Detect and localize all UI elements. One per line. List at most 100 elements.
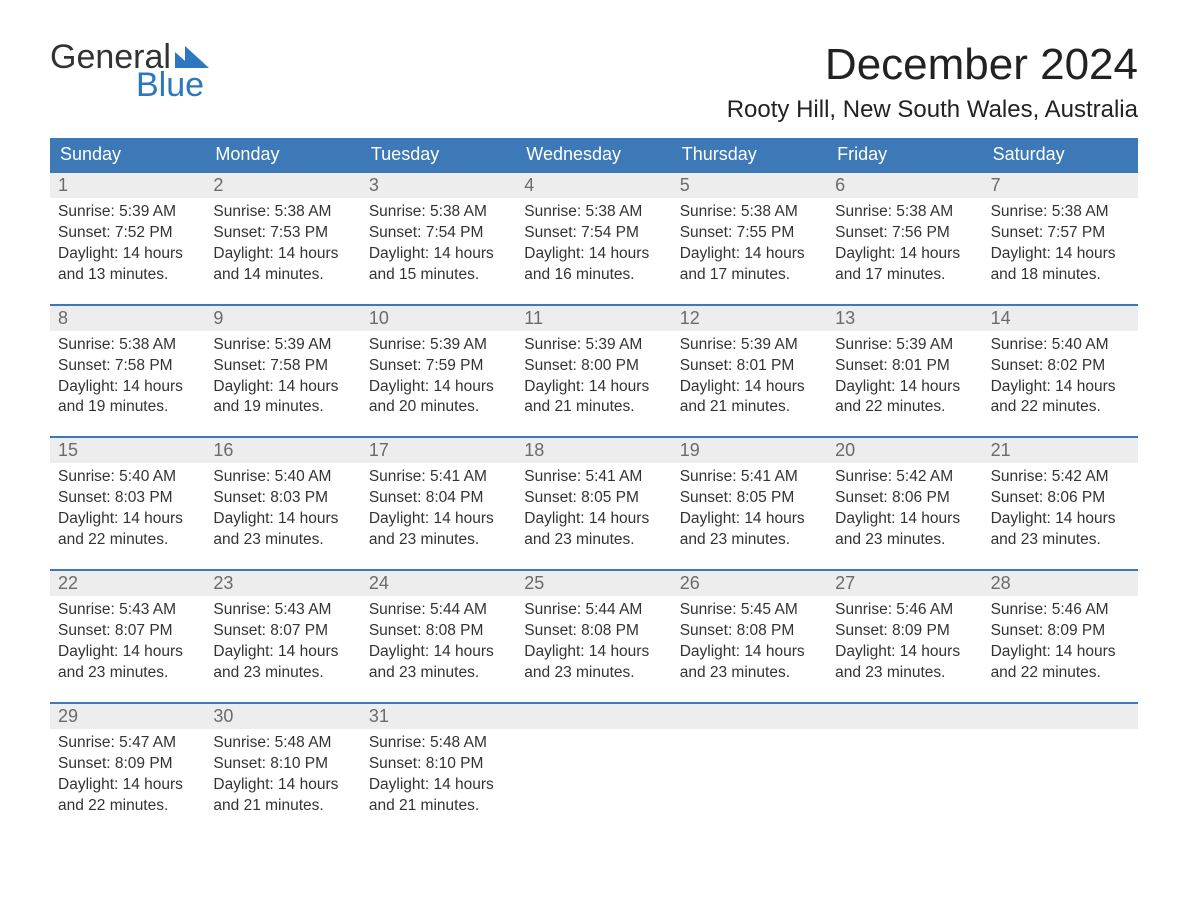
calendar-day: 26Sunrise: 5:45 AMSunset: 8:08 PMDayligh…: [672, 571, 827, 684]
calendar-day: 22Sunrise: 5:43 AMSunset: 8:07 PMDayligh…: [50, 571, 205, 684]
weekday-header: Thursday: [672, 138, 827, 171]
sunset-line: Sunset: 7:54 PM: [369, 223, 508, 244]
sunset-line: Sunset: 8:06 PM: [991, 488, 1130, 509]
daylight-line: Daylight: 14 hours and 14 minutes.: [213, 244, 352, 286]
day-number: 6: [827, 173, 982, 198]
calendar-day: 4Sunrise: 5:38 AMSunset: 7:54 PMDaylight…: [516, 173, 671, 286]
day-details: Sunrise: 5:38 AMSunset: 7:56 PMDaylight:…: [827, 198, 982, 286]
day-number: 21: [983, 438, 1138, 463]
daylight-line: Daylight: 14 hours and 21 minutes.: [369, 775, 508, 817]
calendar-day: .: [827, 704, 982, 817]
day-number: 14: [983, 306, 1138, 331]
brand-word-2: Blue: [50, 68, 209, 102]
daylight-line: Daylight: 14 hours and 16 minutes.: [524, 244, 663, 286]
day-details: Sunrise: 5:42 AMSunset: 8:06 PMDaylight:…: [983, 463, 1138, 551]
day-number: 1: [50, 173, 205, 198]
sunset-line: Sunset: 8:05 PM: [680, 488, 819, 509]
daylight-line: Daylight: 14 hours and 22 minutes.: [58, 775, 197, 817]
day-details: Sunrise: 5:39 AMSunset: 7:59 PMDaylight:…: [361, 331, 516, 419]
sunrise-line: Sunrise: 5:40 AM: [213, 467, 352, 488]
day-details: Sunrise: 5:48 AMSunset: 8:10 PMDaylight:…: [205, 729, 360, 817]
day-details: Sunrise: 5:39 AMSunset: 8:01 PMDaylight:…: [672, 331, 827, 419]
calendar-day: 18Sunrise: 5:41 AMSunset: 8:05 PMDayligh…: [516, 438, 671, 551]
day-details: Sunrise: 5:47 AMSunset: 8:09 PMDaylight:…: [50, 729, 205, 817]
calendar-day: 24Sunrise: 5:44 AMSunset: 8:08 PMDayligh…: [361, 571, 516, 684]
sunset-line: Sunset: 7:58 PM: [58, 356, 197, 377]
daylight-line: Daylight: 14 hours and 17 minutes.: [680, 244, 819, 286]
sunrise-line: Sunrise: 5:39 AM: [369, 335, 508, 356]
day-details: Sunrise: 5:46 AMSunset: 8:09 PMDaylight:…: [983, 596, 1138, 684]
calendar-day: 16Sunrise: 5:40 AMSunset: 8:03 PMDayligh…: [205, 438, 360, 551]
calendar-day: 5Sunrise: 5:38 AMSunset: 7:55 PMDaylight…: [672, 173, 827, 286]
sunrise-line: Sunrise: 5:48 AM: [213, 733, 352, 754]
calendar-day: .: [672, 704, 827, 817]
calendar-day: 9Sunrise: 5:39 AMSunset: 7:58 PMDaylight…: [205, 306, 360, 419]
sunrise-line: Sunrise: 5:39 AM: [680, 335, 819, 356]
day-details: Sunrise: 5:41 AMSunset: 8:05 PMDaylight:…: [516, 463, 671, 551]
day-number: 18: [516, 438, 671, 463]
daylight-line: Daylight: 14 hours and 21 minutes.: [213, 775, 352, 817]
daylight-line: Daylight: 14 hours and 13 minutes.: [58, 244, 197, 286]
sunset-line: Sunset: 7:57 PM: [991, 223, 1130, 244]
calendar-day: 19Sunrise: 5:41 AMSunset: 8:05 PMDayligh…: [672, 438, 827, 551]
sunrise-line: Sunrise: 5:44 AM: [369, 600, 508, 621]
day-details: Sunrise: 5:44 AMSunset: 8:08 PMDaylight:…: [361, 596, 516, 684]
day-number: 2: [205, 173, 360, 198]
calendar-day: 6Sunrise: 5:38 AMSunset: 7:56 PMDaylight…: [827, 173, 982, 286]
day-number: 27: [827, 571, 982, 596]
daylight-line: Daylight: 14 hours and 22 minutes.: [991, 642, 1130, 684]
day-number: 16: [205, 438, 360, 463]
daylight-line: Daylight: 14 hours and 15 minutes.: [369, 244, 508, 286]
calendar-day: 23Sunrise: 5:43 AMSunset: 8:07 PMDayligh…: [205, 571, 360, 684]
sunset-line: Sunset: 8:01 PM: [835, 356, 974, 377]
sunset-line: Sunset: 7:53 PM: [213, 223, 352, 244]
sunset-line: Sunset: 8:04 PM: [369, 488, 508, 509]
daylight-line: Daylight: 14 hours and 23 minutes.: [213, 509, 352, 551]
calendar-day: 14Sunrise: 5:40 AMSunset: 8:02 PMDayligh…: [983, 306, 1138, 419]
day-details: Sunrise: 5:46 AMSunset: 8:09 PMDaylight:…: [827, 596, 982, 684]
day-number: 28: [983, 571, 1138, 596]
sunrise-line: Sunrise: 5:38 AM: [680, 202, 819, 223]
day-number: 29: [50, 704, 205, 729]
sunrise-line: Sunrise: 5:41 AM: [680, 467, 819, 488]
day-details: Sunrise: 5:38 AMSunset: 7:57 PMDaylight:…: [983, 198, 1138, 286]
sunset-line: Sunset: 8:01 PM: [680, 356, 819, 377]
weekday-header-row: SundayMondayTuesdayWednesdayThursdayFrid…: [50, 138, 1138, 171]
day-number: 8: [50, 306, 205, 331]
day-number: 11: [516, 306, 671, 331]
calendar-week: 8Sunrise: 5:38 AMSunset: 7:58 PMDaylight…: [50, 304, 1138, 419]
calendar: SundayMondayTuesdayWednesdayThursdayFrid…: [50, 138, 1138, 816]
day-details: Sunrise: 5:39 AMSunset: 7:52 PMDaylight:…: [50, 198, 205, 286]
day-details: Sunrise: 5:48 AMSunset: 8:10 PMDaylight:…: [361, 729, 516, 817]
day-details: Sunrise: 5:38 AMSunset: 7:54 PMDaylight:…: [361, 198, 516, 286]
sunset-line: Sunset: 7:58 PM: [213, 356, 352, 377]
day-number: 15: [50, 438, 205, 463]
day-details: Sunrise: 5:45 AMSunset: 8:08 PMDaylight:…: [672, 596, 827, 684]
daylight-line: Daylight: 14 hours and 21 minutes.: [524, 377, 663, 419]
calendar-day: 30Sunrise: 5:48 AMSunset: 8:10 PMDayligh…: [205, 704, 360, 817]
day-number: 31: [361, 704, 516, 729]
sunrise-line: Sunrise: 5:38 AM: [835, 202, 974, 223]
brand-logo: General Blue: [50, 40, 209, 102]
sunset-line: Sunset: 8:09 PM: [58, 754, 197, 775]
sunset-line: Sunset: 7:52 PM: [58, 223, 197, 244]
day-number: 5: [672, 173, 827, 198]
calendar-day: 2Sunrise: 5:38 AMSunset: 7:53 PMDaylight…: [205, 173, 360, 286]
sunrise-line: Sunrise: 5:38 AM: [524, 202, 663, 223]
sunrise-line: Sunrise: 5:39 AM: [835, 335, 974, 356]
day-details: Sunrise: 5:40 AMSunset: 8:02 PMDaylight:…: [983, 331, 1138, 419]
daylight-line: Daylight: 14 hours and 22 minutes.: [835, 377, 974, 419]
day-number: 9: [205, 306, 360, 331]
day-details: Sunrise: 5:39 AMSunset: 8:00 PMDaylight:…: [516, 331, 671, 419]
sunrise-line: Sunrise: 5:46 AM: [835, 600, 974, 621]
day-details: Sunrise: 5:40 AMSunset: 8:03 PMDaylight:…: [205, 463, 360, 551]
daylight-line: Daylight: 14 hours and 22 minutes.: [991, 377, 1130, 419]
daylight-line: Daylight: 14 hours and 23 minutes.: [835, 509, 974, 551]
daylight-line: Daylight: 14 hours and 17 minutes.: [835, 244, 974, 286]
sunrise-line: Sunrise: 5:43 AM: [213, 600, 352, 621]
daylight-line: Daylight: 14 hours and 18 minutes.: [991, 244, 1130, 286]
calendar-day: 11Sunrise: 5:39 AMSunset: 8:00 PMDayligh…: [516, 306, 671, 419]
day-number: 25: [516, 571, 671, 596]
calendar-day: 10Sunrise: 5:39 AMSunset: 7:59 PMDayligh…: [361, 306, 516, 419]
sunrise-line: Sunrise: 5:43 AM: [58, 600, 197, 621]
